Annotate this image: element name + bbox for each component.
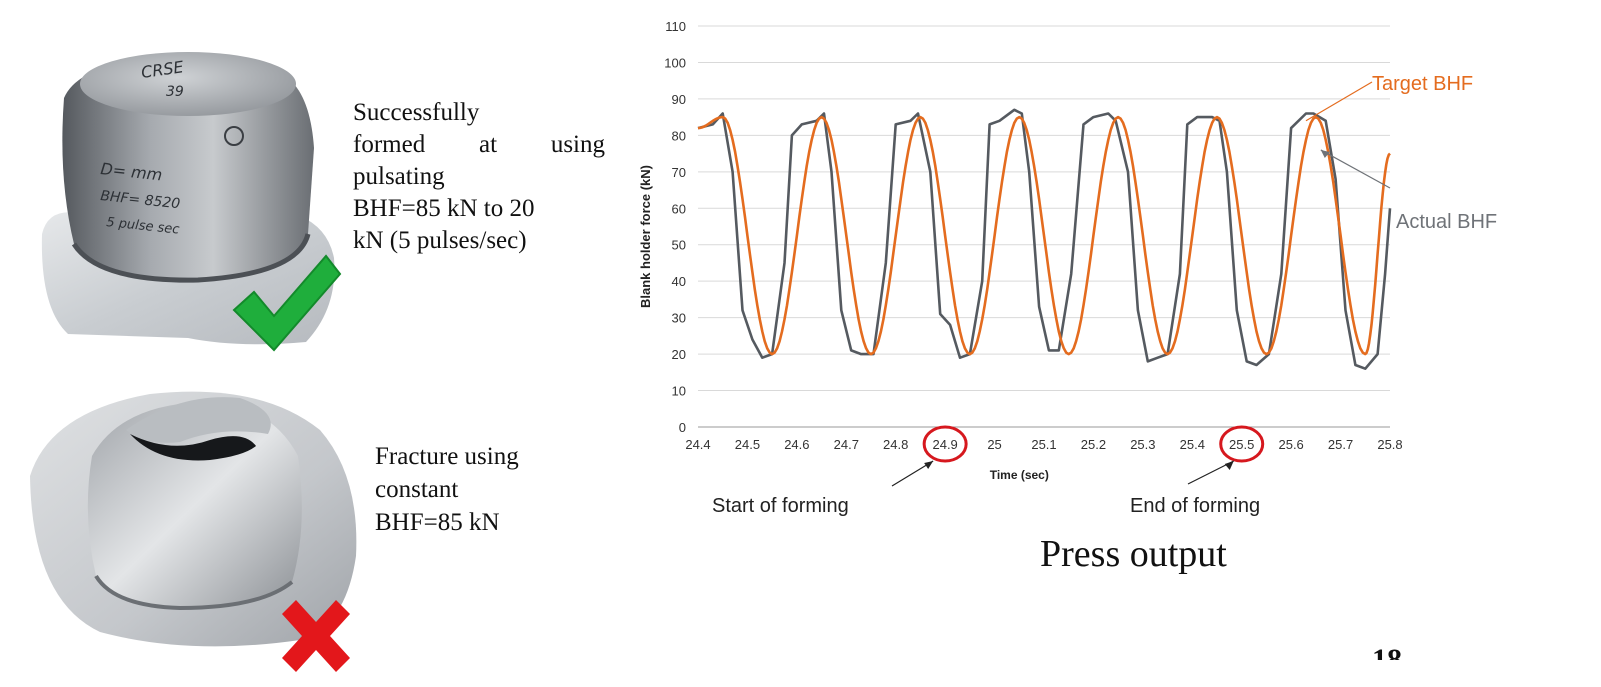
green-checkmark-icon xyxy=(232,254,342,352)
x-tick-label: 25.1 xyxy=(1031,437,1056,452)
x-tick-label: 24.9 xyxy=(932,437,957,452)
y-tick-label: 100 xyxy=(664,55,686,70)
actual-bhf-annotation: Actual BHF xyxy=(1396,211,1497,233)
cup-marking: 39 xyxy=(166,84,184,100)
y-tick-label: 40 xyxy=(672,274,686,289)
y-tick-label: 50 xyxy=(672,238,686,253)
fracture-cup-photo xyxy=(30,391,357,672)
x-tick-label: 25.2 xyxy=(1081,437,1106,452)
y-tick-label: 20 xyxy=(672,347,686,362)
y-tick-label: 30 xyxy=(672,311,686,326)
y-tick-label: 90 xyxy=(672,92,686,107)
x-tick-label: 25.4 xyxy=(1180,437,1205,452)
x-tick-label: 25.8 xyxy=(1377,437,1402,452)
fracture-caption-line: Fracture using xyxy=(375,443,519,470)
success-caption-line: BHF=85 kN to 20 xyxy=(353,195,535,222)
bhf-line-chart: 0 10 20 30 40 50 60 70 80 90 100 110 24.4 24.5 24.6 24.… xyxy=(638,19,1497,517)
y-tick-label: 110 xyxy=(665,19,686,34)
success-caption-line: formed at using xyxy=(353,131,605,158)
highlight-circle xyxy=(922,425,968,463)
y-tick-label: 80 xyxy=(672,128,686,143)
x-tick-label: 25.7 xyxy=(1328,437,1353,452)
x-tick-label: 25.3 xyxy=(1130,437,1155,452)
y-tick-label: 70 xyxy=(672,165,686,180)
target-bhf-leader xyxy=(1305,81,1373,122)
press-output-label: Press output xyxy=(1040,533,1227,575)
red-x-icon xyxy=(282,600,350,672)
highlight-circle xyxy=(1219,425,1265,463)
end-of-forming-arrowhead xyxy=(1224,461,1234,470)
start-of-forming-annotation: Start of forming xyxy=(712,495,849,517)
actual-bhf-leader xyxy=(1320,149,1391,189)
x-tick-label: 24.6 xyxy=(784,437,809,452)
x-tick-label: 25.6 xyxy=(1278,437,1303,452)
x-tick-label: 24.4 xyxy=(685,437,710,452)
fracture-caption-line: BHF=85 kN xyxy=(375,509,500,536)
success-caption: Successfully formed at using pulsating B… xyxy=(353,97,605,257)
success-cup-photo: CRSE 39 D= mm BHF= 8520 5 pulse sec xyxy=(41,52,342,352)
fracture-caption-line: constant xyxy=(375,476,459,503)
success-caption-line: pulsating xyxy=(353,163,445,190)
y-tick-label: 60 xyxy=(672,201,686,216)
success-caption-line: Successfully xyxy=(353,99,480,126)
page-number: 18 xyxy=(1372,643,1402,660)
success-caption-line: kN (5 pulses/sec) xyxy=(353,227,527,254)
fracture-caption: Fracture using constant BHF=85 kN xyxy=(375,440,605,539)
x-tick-label: 24.5 xyxy=(735,437,760,452)
y-axis-label: Blank holder force (kN) xyxy=(638,165,653,308)
target-bhf-annotation: Target BHF xyxy=(1372,73,1473,95)
x-tick-label: 25 xyxy=(987,437,1001,452)
y-tick-label: 10 xyxy=(672,384,686,399)
end-of-forming-annotation: End of forming xyxy=(1130,495,1260,517)
y-tick-label: 0 xyxy=(679,420,686,435)
x-tick-label: 24.8 xyxy=(883,437,908,452)
x-axis-label: Time (sec) xyxy=(990,468,1049,482)
x-tick-label: 25.5 xyxy=(1229,437,1254,452)
actual-bhf-arrowhead xyxy=(1320,149,1330,158)
start-of-forming-arrowhead xyxy=(924,461,934,469)
target-bhf-line xyxy=(697,115,1391,356)
x-tick-label: 24.7 xyxy=(834,437,859,452)
